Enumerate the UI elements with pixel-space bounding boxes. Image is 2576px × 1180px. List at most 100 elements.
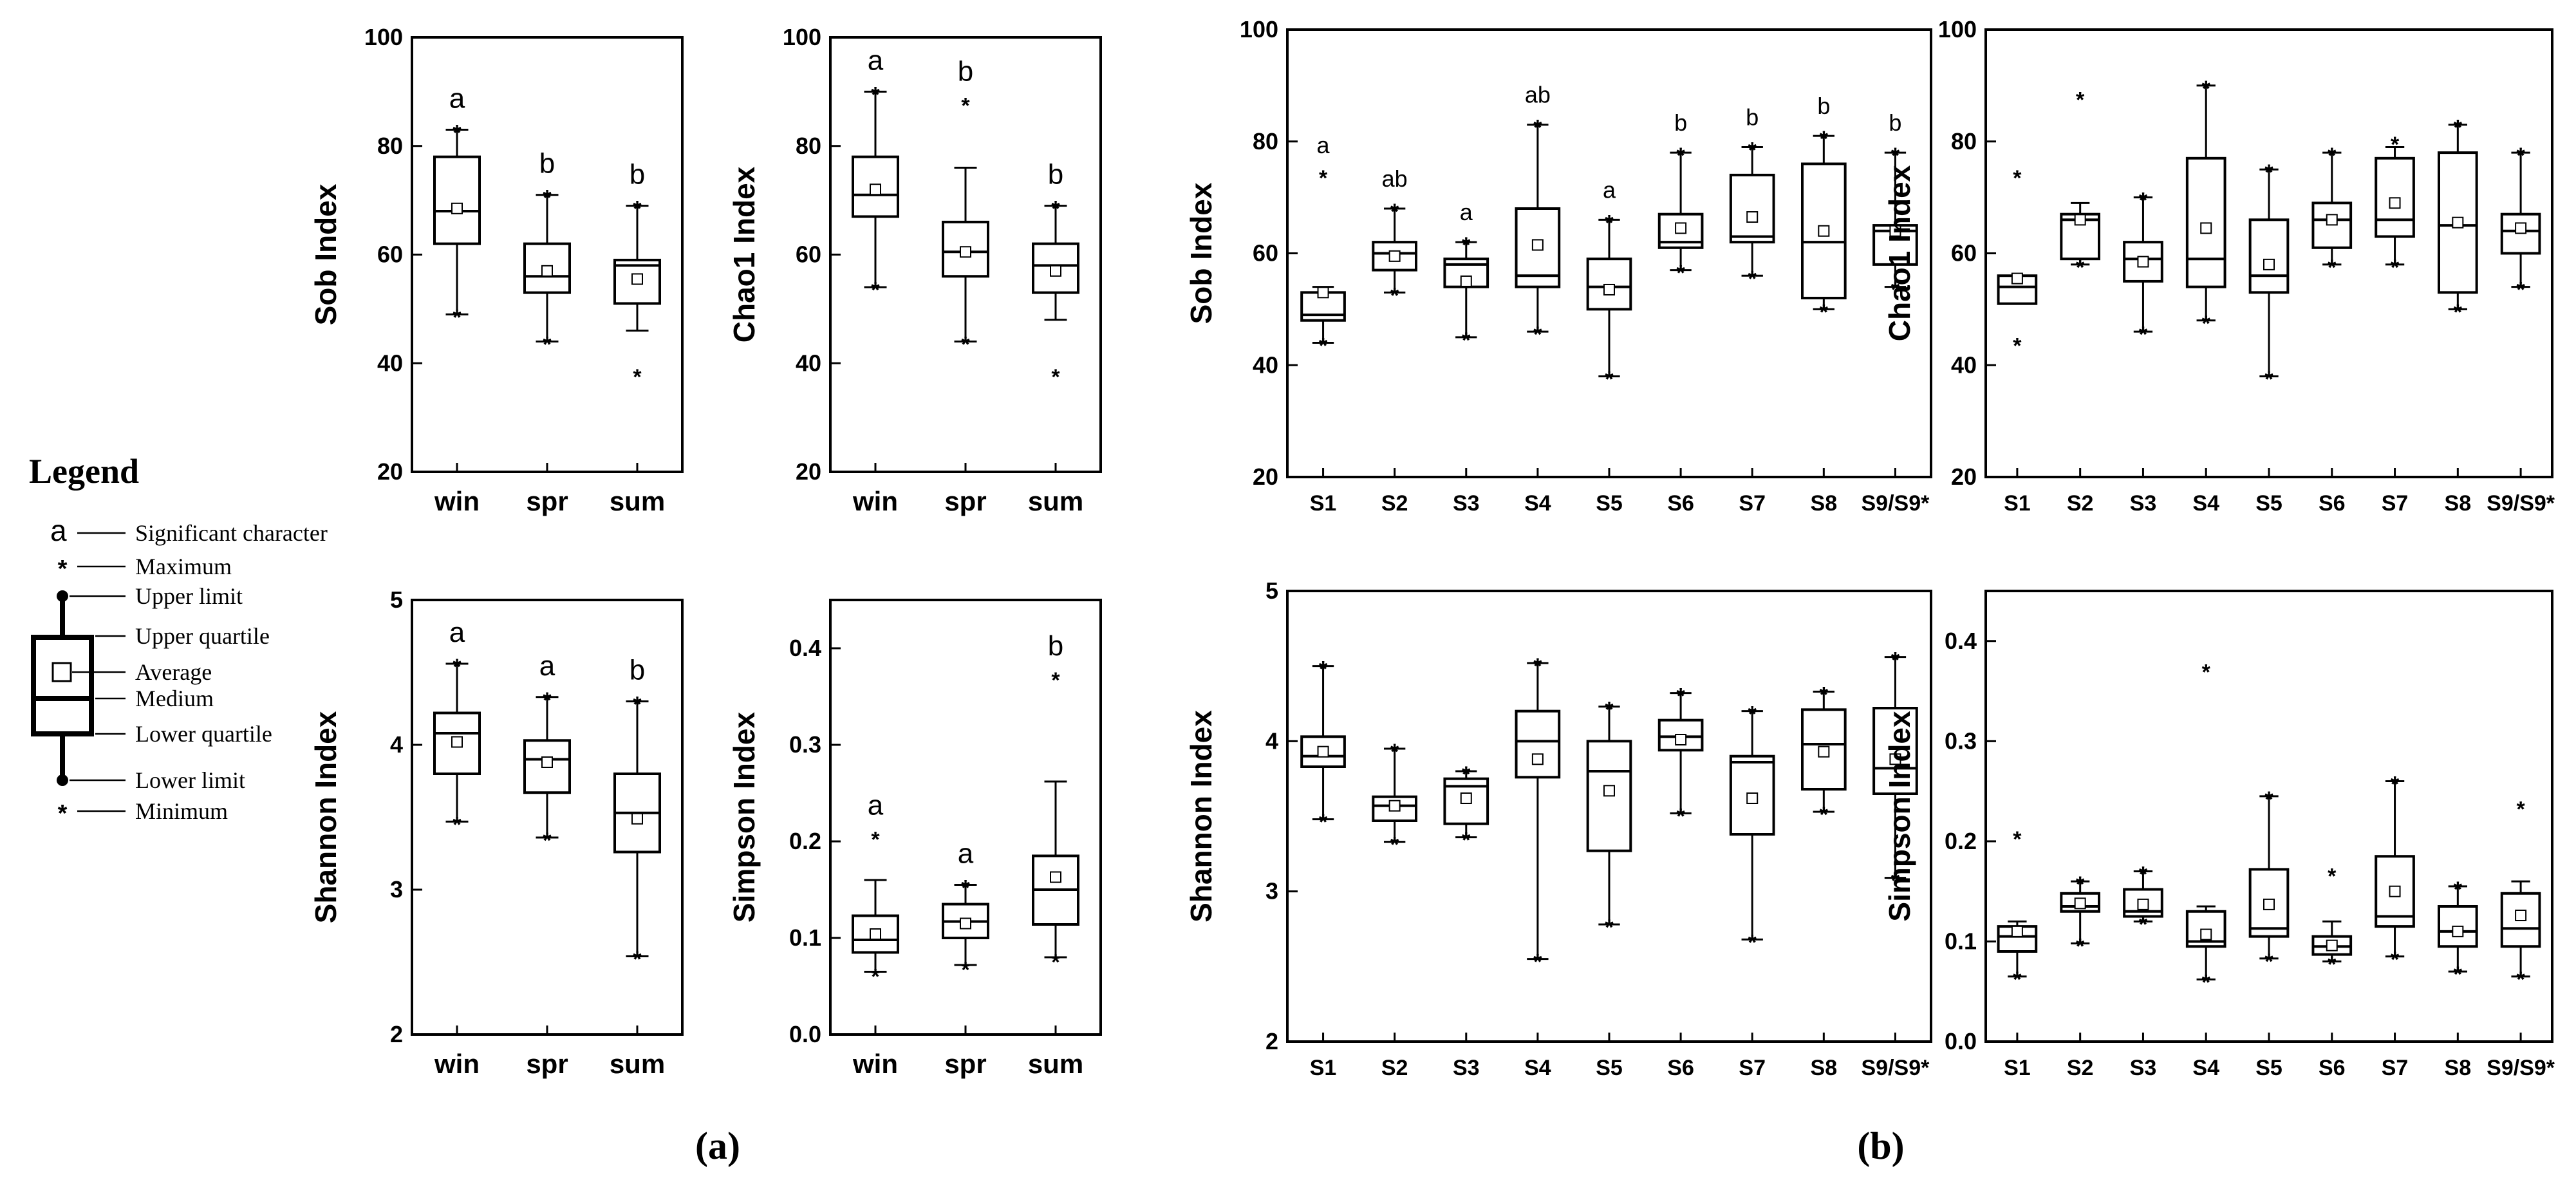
- min-marker: *: [871, 965, 880, 989]
- max-marker: *: [1462, 762, 1471, 787]
- max-marker: *: [961, 93, 970, 118]
- y-tick-label: 5: [390, 586, 403, 613]
- mean-marker: [451, 202, 463, 214]
- y-tick-label: 60: [1253, 240, 1278, 267]
- box-S9/S9*: **: [1872, 648, 1918, 894]
- mean-marker: [2326, 939, 2338, 951]
- legend-label-upper-quartile: Upper quartile: [135, 623, 270, 649]
- x-tick-label: S1: [2004, 1056, 2031, 1080]
- min-marker: *: [1462, 829, 1471, 853]
- max-marker: *: [2264, 160, 2273, 185]
- max-marker: *: [1390, 200, 1399, 224]
- max-marker: *: [1605, 698, 1614, 722]
- mean-marker: [1531, 753, 1544, 765]
- max-marker: *: [2391, 133, 2400, 157]
- x-tick-label: S9/S9*: [1862, 1056, 1930, 1080]
- mean-marker: [1818, 745, 1830, 758]
- max-marker: *: [633, 693, 642, 717]
- y-tick-label: 0.2: [789, 828, 821, 854]
- max-marker: *: [2202, 660, 2211, 684]
- y-axis-title: Simpson Index: [727, 712, 761, 923]
- legend-letter-symbol: a: [50, 514, 67, 547]
- legend-box-glyph-icon: [31, 590, 94, 786]
- box-S7: **: [2375, 773, 2415, 972]
- y-tick-label: 0.4: [789, 635, 821, 661]
- mean-marker: [2200, 222, 2212, 234]
- max-marker: *: [2328, 865, 2337, 889]
- max-marker: *: [871, 82, 880, 107]
- box-iqr: [1586, 740, 1632, 852]
- box-iqr: [1515, 709, 1561, 779]
- box-S2: **: [2060, 88, 2100, 280]
- legend-label-upper-limit: Upper limit: [135, 583, 243, 609]
- significance-letter: a: [1603, 176, 1616, 203]
- x-tick-label: spr: [526, 1049, 568, 1079]
- box-S2: **: [1372, 200, 1417, 308]
- mean-marker: [960, 917, 971, 930]
- x-tick-label: S2: [2067, 1056, 2094, 1080]
- min-marker: *: [2264, 950, 2273, 974]
- x-tick-label: S4: [2192, 1056, 2219, 1080]
- mean-marker: [2389, 885, 2401, 897]
- min-marker: *: [2202, 312, 2211, 336]
- y-tick-label: 60: [1951, 240, 1977, 267]
- box-S9/S9*: **: [2500, 144, 2541, 303]
- min-marker: *: [1390, 283, 1399, 308]
- min-marker: *: [2328, 953, 2337, 977]
- legend-label-minimum: Minimum: [135, 798, 228, 824]
- box-spr: **: [523, 186, 571, 357]
- box-iqr: [523, 739, 571, 794]
- significance-letter: ab: [1525, 82, 1551, 108]
- max-marker: *: [2139, 863, 2148, 887]
- y-tick-label: 3: [390, 876, 403, 903]
- box-S7: **: [2375, 133, 2415, 280]
- max-marker: *: [2391, 773, 2400, 797]
- box-iqr: [1729, 173, 1775, 244]
- mean-marker: [2137, 256, 2149, 268]
- y-tick-label: 40: [796, 350, 821, 376]
- max-marker: *: [633, 197, 642, 221]
- x-tick-label: sum: [1028, 1049, 1083, 1079]
- box-S6: **: [2311, 144, 2353, 280]
- significance-letter: b: [958, 55, 973, 87]
- x-tick-label: S9/S9*: [1862, 491, 1930, 516]
- significance-letter: b: [1048, 159, 1063, 191]
- x-tick-label: S5: [2255, 491, 2282, 516]
- y-tick-label: 0.3: [1945, 727, 1977, 754]
- x-tick-label: S6: [2319, 491, 2346, 516]
- y-tick-label: 20: [1951, 464, 1977, 490]
- box-S4: **: [2185, 660, 2226, 995]
- y-axis-title: Sob Index: [1184, 182, 1218, 324]
- min-marker: *: [961, 333, 970, 357]
- min-marker: *: [2076, 935, 2085, 959]
- min-marker: *: [2516, 278, 2525, 303]
- chart-b-shannon: 2 3 4 5 Shannon Index S1 S2 S3 S4 S5 S6 S7 S8 S9/S9* *…: [1184, 577, 1932, 1080]
- x-tick-label: S3: [1453, 491, 1480, 516]
- y-tick-label: 40: [1951, 351, 1977, 378]
- chart-b-chao1: 20 40 60 80 100 Chao1 Index S1 S2 S3 S4 S5 S6 S7 S8 S9…: [1883, 16, 2555, 516]
- max-marker: *: [2013, 827, 2022, 852]
- min-marker: *: [543, 829, 552, 853]
- max-marker: *: [1820, 127, 1829, 151]
- box-sum: **: [613, 693, 661, 972]
- significance-letter: b: [539, 148, 555, 180]
- box-S3: **: [2123, 863, 2163, 937]
- y-tick-label: 80: [377, 133, 403, 159]
- x-tick-label: sum: [610, 1049, 665, 1079]
- mean-marker: [2515, 910, 2527, 921]
- max-marker: *: [2516, 144, 2525, 168]
- mean-marker: [1603, 283, 1615, 295]
- max-marker: *: [1748, 138, 1757, 162]
- min-marker: *: [1533, 323, 1542, 347]
- mean-marker: [1746, 211, 1759, 223]
- mean-marker: [451, 736, 463, 748]
- max-marker: *: [1051, 197, 1060, 221]
- y-tick-label: 0.4: [1945, 628, 1977, 654]
- x-tick-label: S8: [2445, 1056, 2472, 1080]
- max-marker: *: [1319, 657, 1328, 682]
- y-axis-title: Simpson Index: [1883, 711, 1916, 922]
- max-marker: *: [2454, 116, 2463, 140]
- min-marker: *: [2013, 968, 2022, 992]
